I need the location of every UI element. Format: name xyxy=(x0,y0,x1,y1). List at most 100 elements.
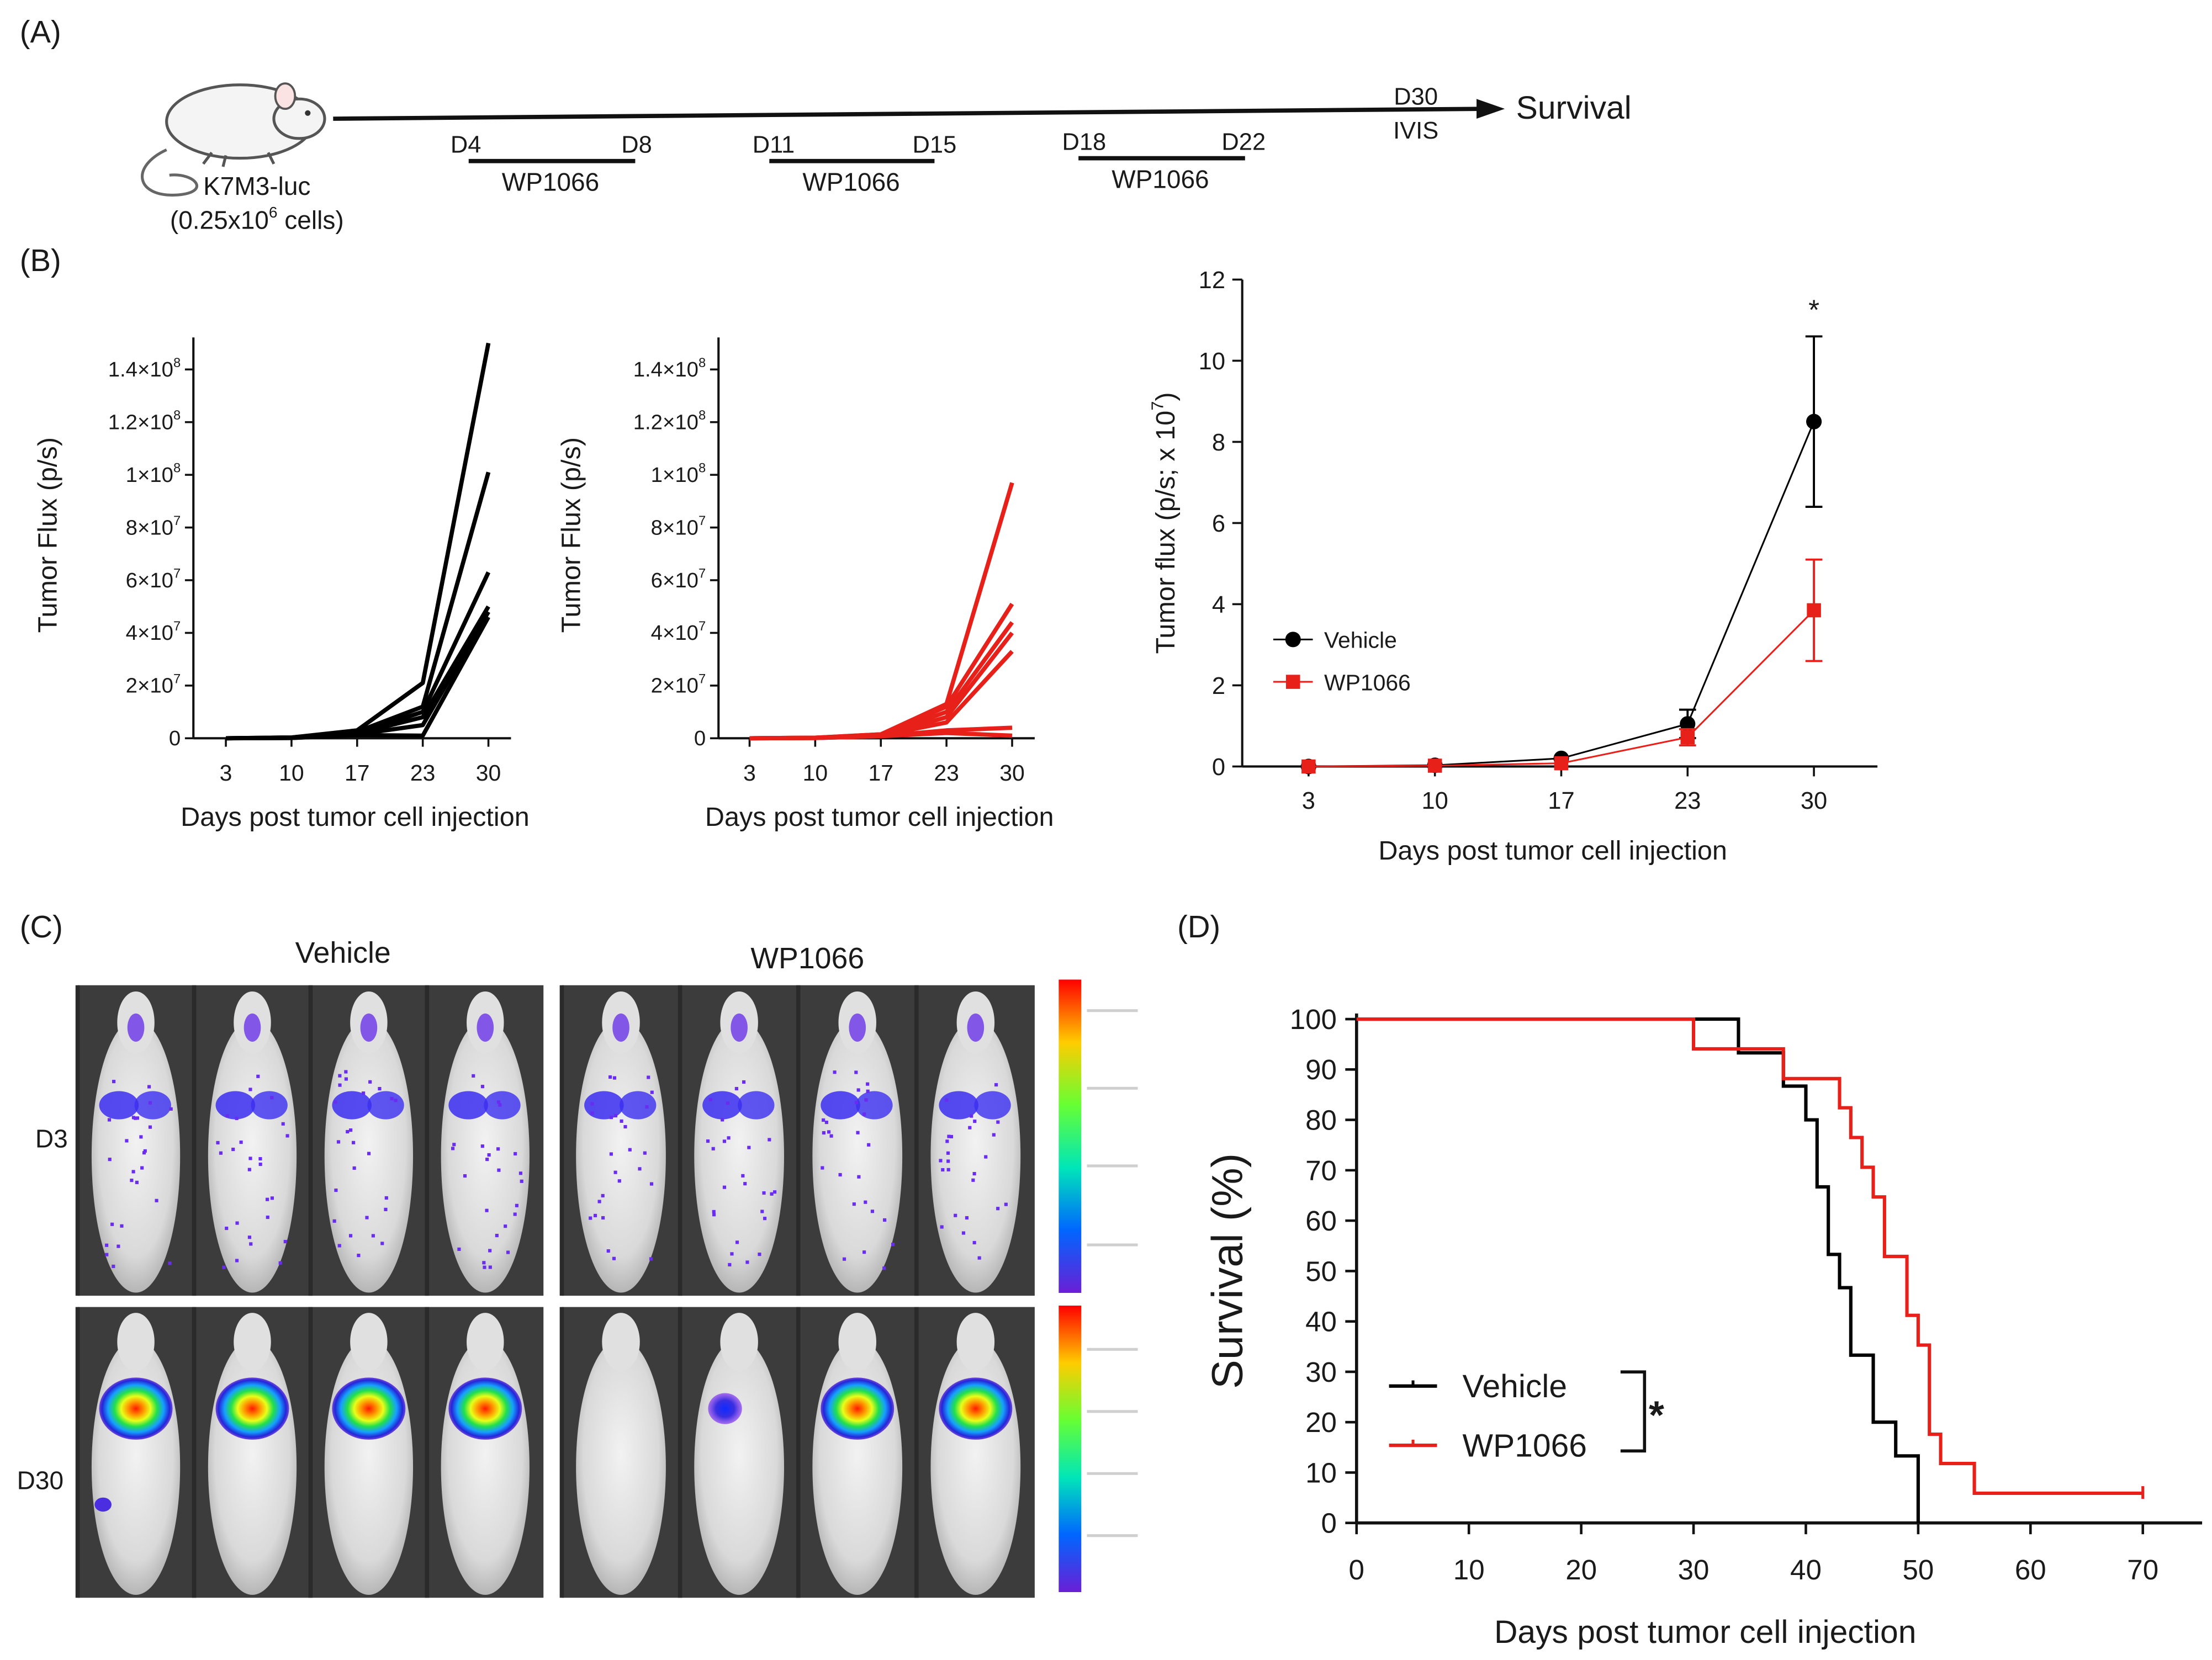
signal-speck xyxy=(225,1114,229,1118)
y-axis-title: Survival (%) xyxy=(1203,1153,1252,1389)
y-tick-label: 0 xyxy=(694,726,706,750)
signal-speck xyxy=(485,1208,489,1212)
mouse-body xyxy=(324,1019,414,1293)
mouse-body xyxy=(208,1339,297,1595)
signal-speck xyxy=(235,1116,239,1120)
signal-speck xyxy=(390,1097,394,1101)
signal-speck xyxy=(365,1216,369,1219)
y-tick-label: 4 xyxy=(1212,592,1225,618)
signal-blob xyxy=(360,1013,378,1042)
signal-speck xyxy=(864,1098,868,1102)
signal-speck xyxy=(838,1173,842,1177)
signal-speck xyxy=(609,1152,613,1156)
signal-speck xyxy=(721,1118,724,1122)
signal-speck xyxy=(735,1240,739,1244)
signal-speck xyxy=(857,1175,861,1179)
legend-label: WP1066 xyxy=(1324,670,1411,695)
y-tick-label: 1.2×108 xyxy=(108,408,181,434)
y-tick-label: 80 xyxy=(1305,1104,1337,1136)
signal-speck xyxy=(965,1216,969,1220)
signal-speck xyxy=(727,1136,731,1140)
mouse-body xyxy=(324,1339,414,1595)
signal-speck xyxy=(480,1144,484,1148)
tumor-signal xyxy=(708,1393,742,1424)
y-tick-label: 1.4×108 xyxy=(633,356,706,381)
signal-speck xyxy=(112,1080,116,1084)
signal-speck xyxy=(745,1260,749,1264)
signal-speck xyxy=(730,1252,734,1256)
x-tick-label: 17 xyxy=(345,760,369,786)
signal-speck xyxy=(827,1130,831,1134)
signal-speck xyxy=(117,1244,120,1248)
signal-speck xyxy=(504,1224,507,1228)
signal-speck xyxy=(120,1224,124,1228)
y-tick-label: 6 xyxy=(1212,511,1225,537)
signal-speck xyxy=(278,1261,282,1265)
data-point-vehicle xyxy=(1680,716,1696,732)
x-tick-label: 70 xyxy=(2127,1554,2158,1585)
signal-speck xyxy=(940,1225,944,1229)
signal-speck xyxy=(638,1167,642,1171)
svg-text:D22: D22 xyxy=(1221,129,1266,155)
signal-speck xyxy=(266,1215,269,1219)
treatment-window-3: D18 D22 WP1066 xyxy=(1062,129,1266,193)
signal-speck xyxy=(743,1182,747,1186)
signal-speck xyxy=(833,1070,837,1074)
signal-speck xyxy=(472,1074,475,1078)
signal-speck xyxy=(854,1101,858,1105)
signal-speck xyxy=(613,1113,618,1118)
signal-speck xyxy=(222,1265,226,1269)
signal-speck xyxy=(589,1216,592,1220)
data-point-wp1066 xyxy=(1680,730,1695,745)
mouse-head xyxy=(956,1313,995,1371)
significance-marker: * xyxy=(1649,1393,1664,1437)
signal-speck xyxy=(105,1253,109,1256)
y-tick-label: 1.4×108 xyxy=(108,356,181,381)
series-line-4 xyxy=(226,605,490,741)
signal-speck xyxy=(628,1148,632,1152)
legend-label: Vehicle xyxy=(1324,628,1397,653)
signal-speck xyxy=(612,1256,616,1260)
signal-speck xyxy=(856,1131,860,1134)
signal-speck xyxy=(338,1074,342,1078)
signal-blob xyxy=(332,1091,372,1120)
signal-speck xyxy=(357,1254,361,1258)
signal-blob xyxy=(584,1091,624,1120)
signal-blob xyxy=(939,1091,978,1120)
imaging-row-d30: D30 xyxy=(17,1466,63,1494)
signal-speck xyxy=(862,1250,866,1254)
signal-speck xyxy=(768,1138,771,1142)
signal-speck xyxy=(747,1145,751,1149)
signal-speck xyxy=(266,1197,269,1201)
panel-a-label: (A) xyxy=(20,14,61,49)
signal-speck xyxy=(770,1192,774,1196)
signal-blob xyxy=(821,1091,860,1120)
signal-speck xyxy=(643,1151,647,1155)
svg-text:D18: D18 xyxy=(1062,129,1107,155)
signal-speck xyxy=(168,1261,172,1265)
signal-speck xyxy=(597,1200,601,1203)
signal-speck xyxy=(854,1070,858,1074)
signal-speck xyxy=(608,1075,612,1079)
signal-speck xyxy=(107,1118,112,1122)
treatment-window-2: D11 D15 WP1066 xyxy=(753,131,957,196)
signal-speck xyxy=(647,1075,650,1079)
panel-d-label: (D) xyxy=(1177,909,1220,944)
imaging-col-vehicle: Vehicle xyxy=(295,936,391,969)
signal-speck xyxy=(954,1213,957,1217)
timeline-arrow xyxy=(333,107,1483,121)
x-tick-label: 30 xyxy=(1801,788,1827,814)
signal-speck xyxy=(281,1122,285,1126)
tumor-signal xyxy=(332,1377,406,1440)
svg-text:WP1066: WP1066 xyxy=(502,167,599,196)
timeline-cells: (0.25x106 cells) xyxy=(170,204,344,234)
x-tick-label: 10 xyxy=(1453,1554,1485,1585)
svg-text:WP1066: WP1066 xyxy=(802,167,899,196)
signal-speck xyxy=(961,1231,966,1235)
signal-speck xyxy=(139,1135,143,1139)
signal-speck xyxy=(258,1157,262,1161)
x-tick-label: 23 xyxy=(1674,788,1701,814)
y-tick-label: 4×107 xyxy=(126,619,181,645)
signal-blob xyxy=(251,1091,288,1120)
signal-blob xyxy=(849,1013,866,1042)
